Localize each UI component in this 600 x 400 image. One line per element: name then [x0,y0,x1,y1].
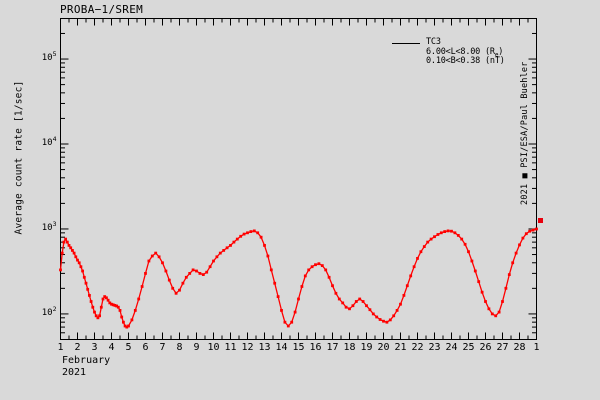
x-tick-label: 12 [241,342,254,353]
plot-frame [60,18,537,340]
x-tick-label: 1 [533,342,540,353]
y-tick-label: 102 [41,304,57,318]
y-tick-label: 103 [41,219,57,233]
y-tick-label: 105 [41,50,57,64]
legend-b-range: 0.10<B<0.38 (nT) [426,56,505,66]
x-tick-label: 24 [445,342,458,353]
credit-marker-icon [538,218,543,223]
x-tick-label: 4 [108,342,115,353]
x-axis-title: February 2021 [62,355,110,379]
legend: TC3 6.00<L<8.00 (Re) 0.10<B<0.38 (nT) [392,37,505,67]
x-tick-label: 13 [258,342,271,353]
x-tick-label: 5 [125,342,132,353]
y-axis-ticks [60,18,537,340]
x-tick-label: 2 [74,342,81,353]
x-tick-label: 17 [326,342,339,353]
x-tick-label: 27 [496,342,509,353]
x-tick-label: 9 [193,342,200,353]
legend-line-swatch [392,43,420,44]
x-tick-label: 10 [207,342,220,353]
x-axis-year: 2021 [62,367,87,378]
x-tick-label: 21 [394,342,407,353]
x-tick-label: 18 [343,342,356,353]
y-axis-title: Average count rate [1/sec] [13,80,25,235]
x-tick-label: 1 [57,342,64,353]
x-tick-label: 20 [377,342,390,353]
x-axis-month: February [62,355,111,366]
y-tick-label: 104 [41,134,57,148]
x-tick-label: 25 [462,342,475,353]
x-tick-label: 16 [309,342,322,353]
x-tick-label: 8 [176,342,183,353]
x-tick-label: 7 [159,342,166,353]
x-tick-label: 11 [224,342,237,353]
x-tick-label: 23 [428,342,441,353]
x-tick-label: 15 [292,342,305,353]
x-axis-ticks [60,18,537,340]
x-tick-label: 26 [479,342,492,353]
x-tick-label: 22 [411,342,424,353]
legend-series-name: TC3 [426,37,441,47]
x-tick-label: 6 [142,342,149,353]
data-series-tc3 [59,227,538,329]
legend-l-subscript: e [494,51,499,59]
x-tick-label: 3 [91,342,98,353]
credit-text: 2021 ■ PSI/ESA/Paul Buehler [520,61,530,205]
legend-l-range: 6.00<L<8.00 (Re) [426,46,504,59]
x-tick-label: 19 [360,342,373,353]
x-tick-label: 14 [275,342,288,353]
page-title: PROBA−1/SREM [60,3,144,16]
x-tick-label: 28 [513,342,526,353]
